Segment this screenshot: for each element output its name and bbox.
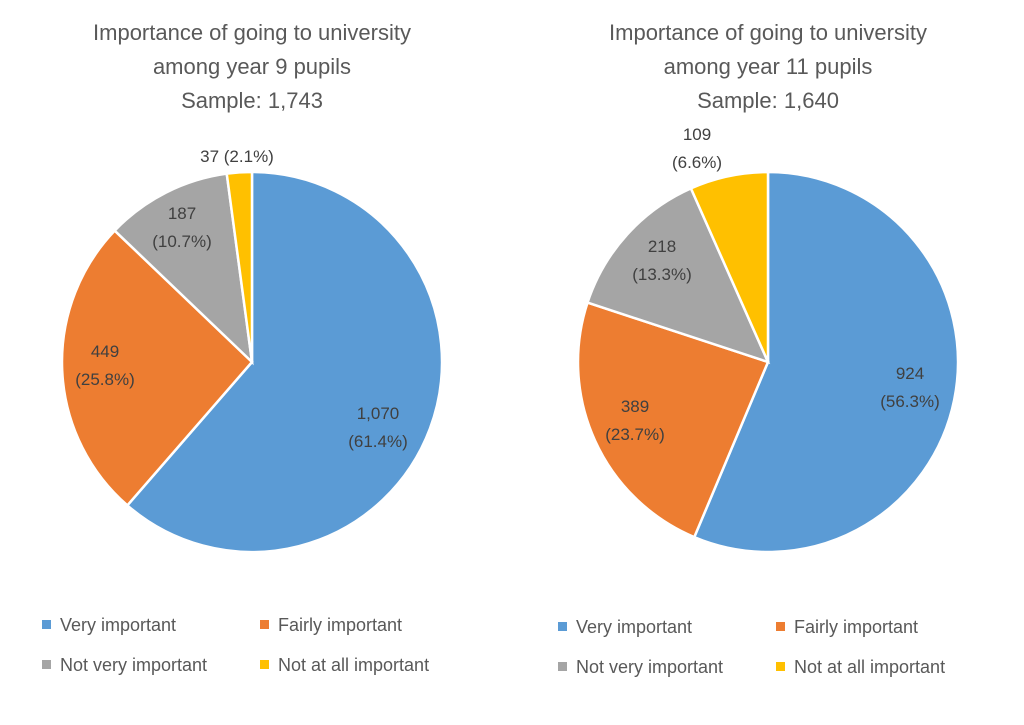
legend-label: Fairly important [278, 615, 402, 635]
data-label: (23.7%) [605, 425, 665, 444]
chart-title-line: among year 11 pupils [664, 54, 873, 79]
data-label: (13.3%) [632, 265, 692, 284]
pie-slice-fairly-important [576, 301, 770, 539]
chart-title-line: Sample: 1,743 [181, 88, 323, 113]
legend-swatch [558, 622, 567, 631]
legend-swatch [776, 622, 785, 631]
legend-swatch [260, 620, 269, 629]
chart-title-line: among year 9 pupils [153, 54, 351, 79]
pie-chart-1: Importance of going to university among y… [42, 20, 444, 675]
data-label: (6.6%) [672, 153, 722, 172]
pie-chart-2: Importance of going to university among y… [558, 20, 960, 677]
legend-label: Not very important [576, 657, 723, 677]
legend-label: Not at all important [278, 655, 429, 675]
pie-slice-not-at-all-important [225, 170, 254, 363]
pie-slice-not-very-important [585, 186, 771, 365]
data-label: 924 [896, 364, 924, 383]
pie-slice-very-important [692, 170, 960, 554]
data-label: (61.4%) [348, 432, 408, 451]
legend-swatch [42, 620, 51, 629]
legend-label: Not at all important [794, 657, 945, 677]
chart-title-line: Importance of going to university [609, 20, 927, 45]
data-label: 187 [168, 204, 196, 223]
pie-slice-fairly-important [60, 228, 254, 508]
legend-label: Very important [60, 615, 176, 635]
legend-label: Fairly important [794, 617, 918, 637]
legend-label: Very important [576, 617, 692, 637]
pie-slice-very-important [125, 170, 444, 554]
legend-swatch [776, 662, 785, 671]
data-label: (25.8%) [75, 370, 135, 389]
data-label: 37 (2.1%) [200, 147, 274, 166]
data-label: 449 [91, 342, 119, 361]
data-label: 218 [648, 237, 676, 256]
data-label: (10.7%) [152, 232, 212, 251]
data-label: 109 [683, 125, 711, 144]
legend-swatch [42, 660, 51, 669]
data-label: (56.3%) [880, 392, 940, 411]
pie-slice-not-very-important [112, 172, 254, 366]
chart-title-line: Sample: 1,640 [697, 88, 839, 113]
chart-title-line: Importance of going to university [93, 20, 411, 45]
legend-swatch [260, 660, 269, 669]
legend-label: Not very important [60, 655, 207, 675]
data-label: 1,070 [357, 404, 400, 423]
data-label: 389 [621, 397, 649, 416]
legend-swatch [558, 662, 567, 671]
pie-slice-not-at-all-important [689, 170, 770, 363]
